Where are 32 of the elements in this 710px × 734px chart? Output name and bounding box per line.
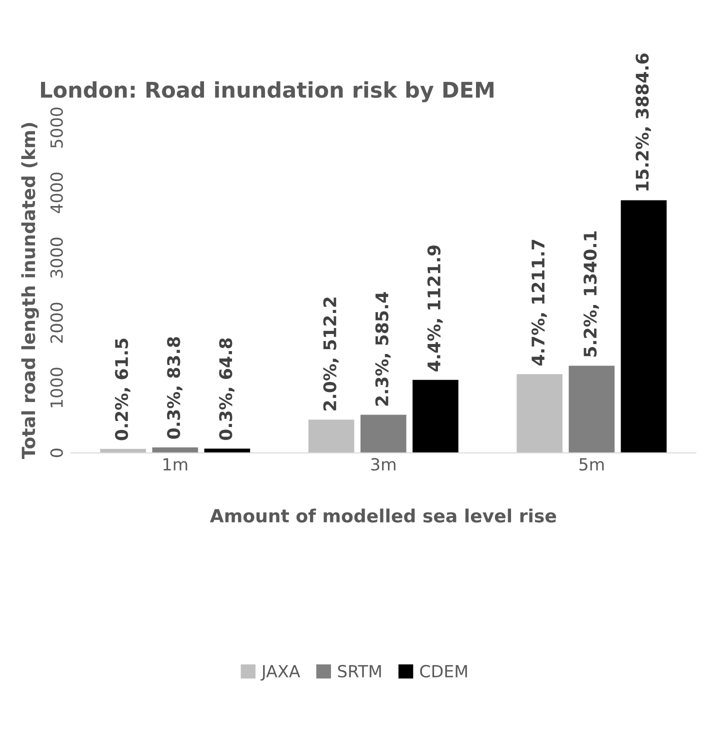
- x-axis-title: Amount of modelled sea level rise: [210, 508, 556, 523]
- x-tick-label: 1m: [164, 458, 188, 470]
- data-label: 5.2%, 1340.1: [584, 231, 599, 357]
- y-tick-label: 5000: [50, 108, 63, 148]
- bar: [568, 366, 615, 453]
- y-tick-label: 3000: [50, 238, 63, 278]
- bar: [308, 420, 354, 453]
- x-tick-label: 5m: [580, 458, 604, 471]
- bar: [204, 448, 250, 453]
- data-label: 2.3%, 585.4: [375, 292, 391, 406]
- bar: [152, 447, 198, 453]
- legend-label: SRTM: [338, 664, 381, 678]
- data-label: 0.3%, 83.8: [167, 337, 182, 439]
- y-tick-label: 4000: [50, 172, 63, 214]
- legend-label: CDEM: [420, 664, 467, 678]
- y-axis-title: Total road length inundated (km): [21, 123, 39, 459]
- bar: [412, 380, 458, 453]
- bar: [516, 374, 563, 453]
- data-label: 4.4%, 1121.9: [427, 245, 443, 372]
- bar: [360, 414, 406, 453]
- bar: [620, 200, 667, 453]
- x-tick-label: 3m: [371, 458, 396, 471]
- data-label: 4.7%, 1211.7: [532, 240, 547, 366]
- data-label: 0.3%, 64.8: [219, 338, 234, 440]
- y-tick-label: 1000: [50, 368, 63, 408]
- data-label: 0.2%, 61.5: [114, 338, 130, 440]
- y-tick-label: 2000: [50, 302, 63, 343]
- data-label: 15.2%, 3884.6: [636, 54, 651, 190]
- data-label: 2.0%, 512.2: [323, 298, 339, 410]
- legend-label: JAXA: [260, 665, 300, 681]
- chart-title: London: Road inundation risk by DEM: [41, 81, 494, 102]
- y-tick-label: 0: [50, 448, 63, 458]
